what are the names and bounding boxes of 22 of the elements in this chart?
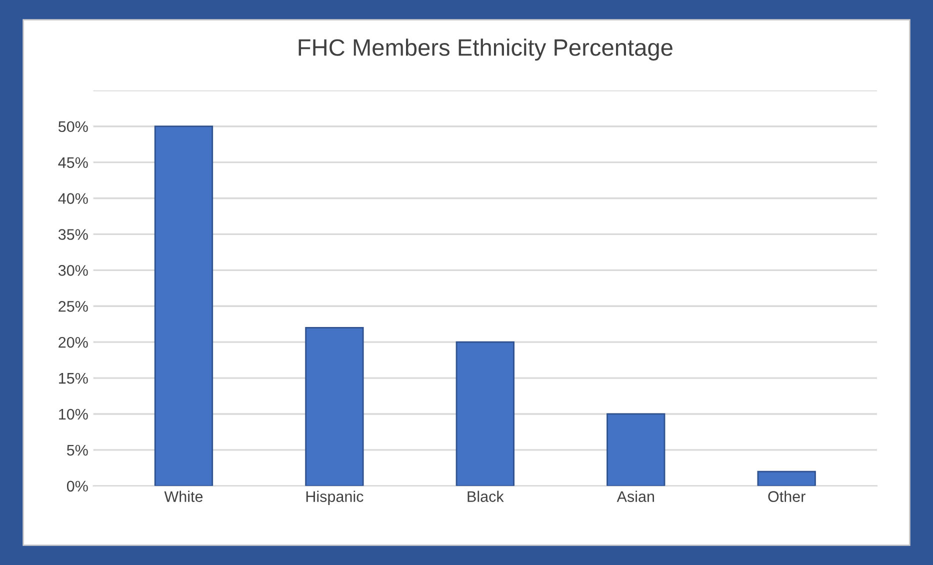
y-tick-label: 45% xyxy=(58,157,88,168)
y-tick-label: 35% xyxy=(58,229,88,240)
y-tick-label: 10% xyxy=(59,408,88,420)
y-tick-label: 5% xyxy=(66,444,88,456)
y-tick-label: 50% xyxy=(58,121,88,132)
bar xyxy=(305,327,364,486)
bar xyxy=(154,126,214,486)
x-tick-label: Asian xyxy=(616,490,654,502)
y-tick-label: 15% xyxy=(59,372,88,384)
bar xyxy=(606,413,666,486)
x-tick-label: White xyxy=(164,490,203,502)
bar xyxy=(757,470,816,486)
x-tick-label: Hispanic xyxy=(306,490,364,506)
y-tick-label: 20% xyxy=(58,336,88,348)
y-tick-label: 25% xyxy=(58,300,88,312)
bar xyxy=(456,341,514,486)
x-tick-label: Black xyxy=(468,490,504,502)
y-tick-label: 0% xyxy=(66,480,88,492)
y-tick-label: 30% xyxy=(58,265,88,276)
y-tick-label: 40% xyxy=(58,193,88,204)
x-tick-label: Other xyxy=(768,490,806,502)
chart-title: FHC Members Ethnicity Percentage xyxy=(298,38,672,61)
